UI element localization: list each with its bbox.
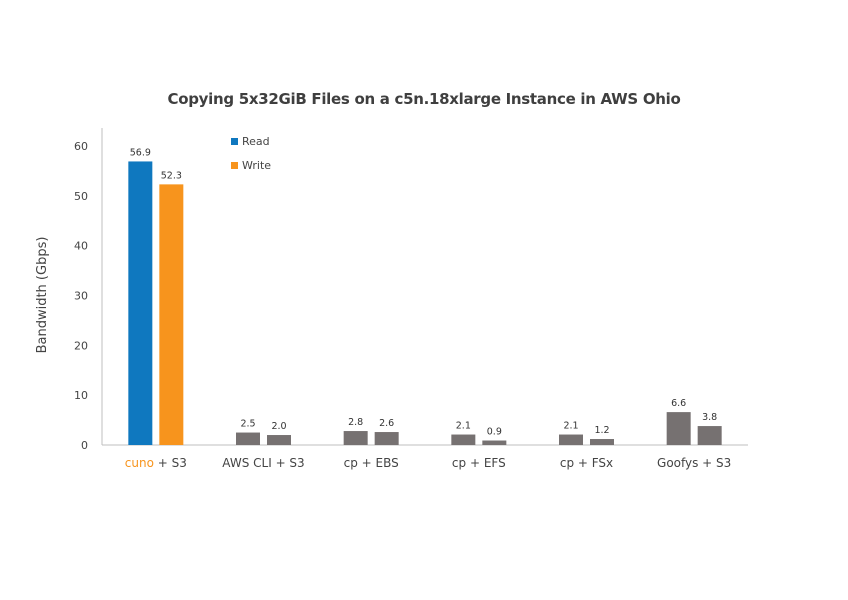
y-tick-label: 40 [74,240,88,253]
brand-logo-text: cuno [125,456,154,470]
y-tick-label: 0 [81,439,88,452]
data-label: 6.6 [671,398,686,409]
data-label: 1.2 [594,425,609,436]
data-label: 52.3 [161,170,182,181]
data-label: 0.9 [487,427,502,438]
data-label: 2.1 [456,421,471,432]
data-label: 2.8 [348,417,363,428]
data-label: 2.1 [563,421,578,432]
bar-read [666,412,691,445]
bar-read [451,434,476,445]
legend-label-read: Read [242,135,270,148]
bar-write [159,184,184,445]
bar-write [590,439,614,445]
category-label: Goofys + S3 [657,456,731,470]
y-tick-label: 60 [74,140,88,153]
data-label: 2.0 [271,421,286,432]
bar-write [482,440,507,445]
bar-read [236,432,260,445]
legend-label-write: Write [242,159,271,172]
bar-write [697,426,722,445]
category-label: cuno + S3 [125,456,187,470]
category-label-suffix: + S3 [154,456,187,470]
y-tick-label: 20 [74,339,88,352]
data-label: 2.5 [240,419,255,430]
data-label: 56.9 [130,147,151,158]
bar-write [374,432,399,445]
y-axis-title: Bandwidth (Gbps) [35,237,50,354]
chart-title: Copying 5x32GiB Files on a c5n.18xlarge … [167,90,681,108]
bar-write [267,435,291,445]
bar-read [128,161,153,445]
legend-swatch-write [231,162,238,169]
y-tick-label: 50 [74,190,88,203]
y-tick-label: 30 [74,290,88,303]
data-label: 2.6 [379,418,394,429]
y-tick-label: 10 [74,389,88,402]
category-label: cp + EBS [344,456,399,470]
bar-read [343,431,368,445]
legend-swatch-read [231,138,238,145]
bar-read [559,434,583,445]
category-label: cp + FSx [560,456,613,470]
category-label: cp + EFS [452,456,506,470]
category-label: AWS CLI + S3 [222,456,304,470]
data-label: 3.8 [702,412,717,423]
